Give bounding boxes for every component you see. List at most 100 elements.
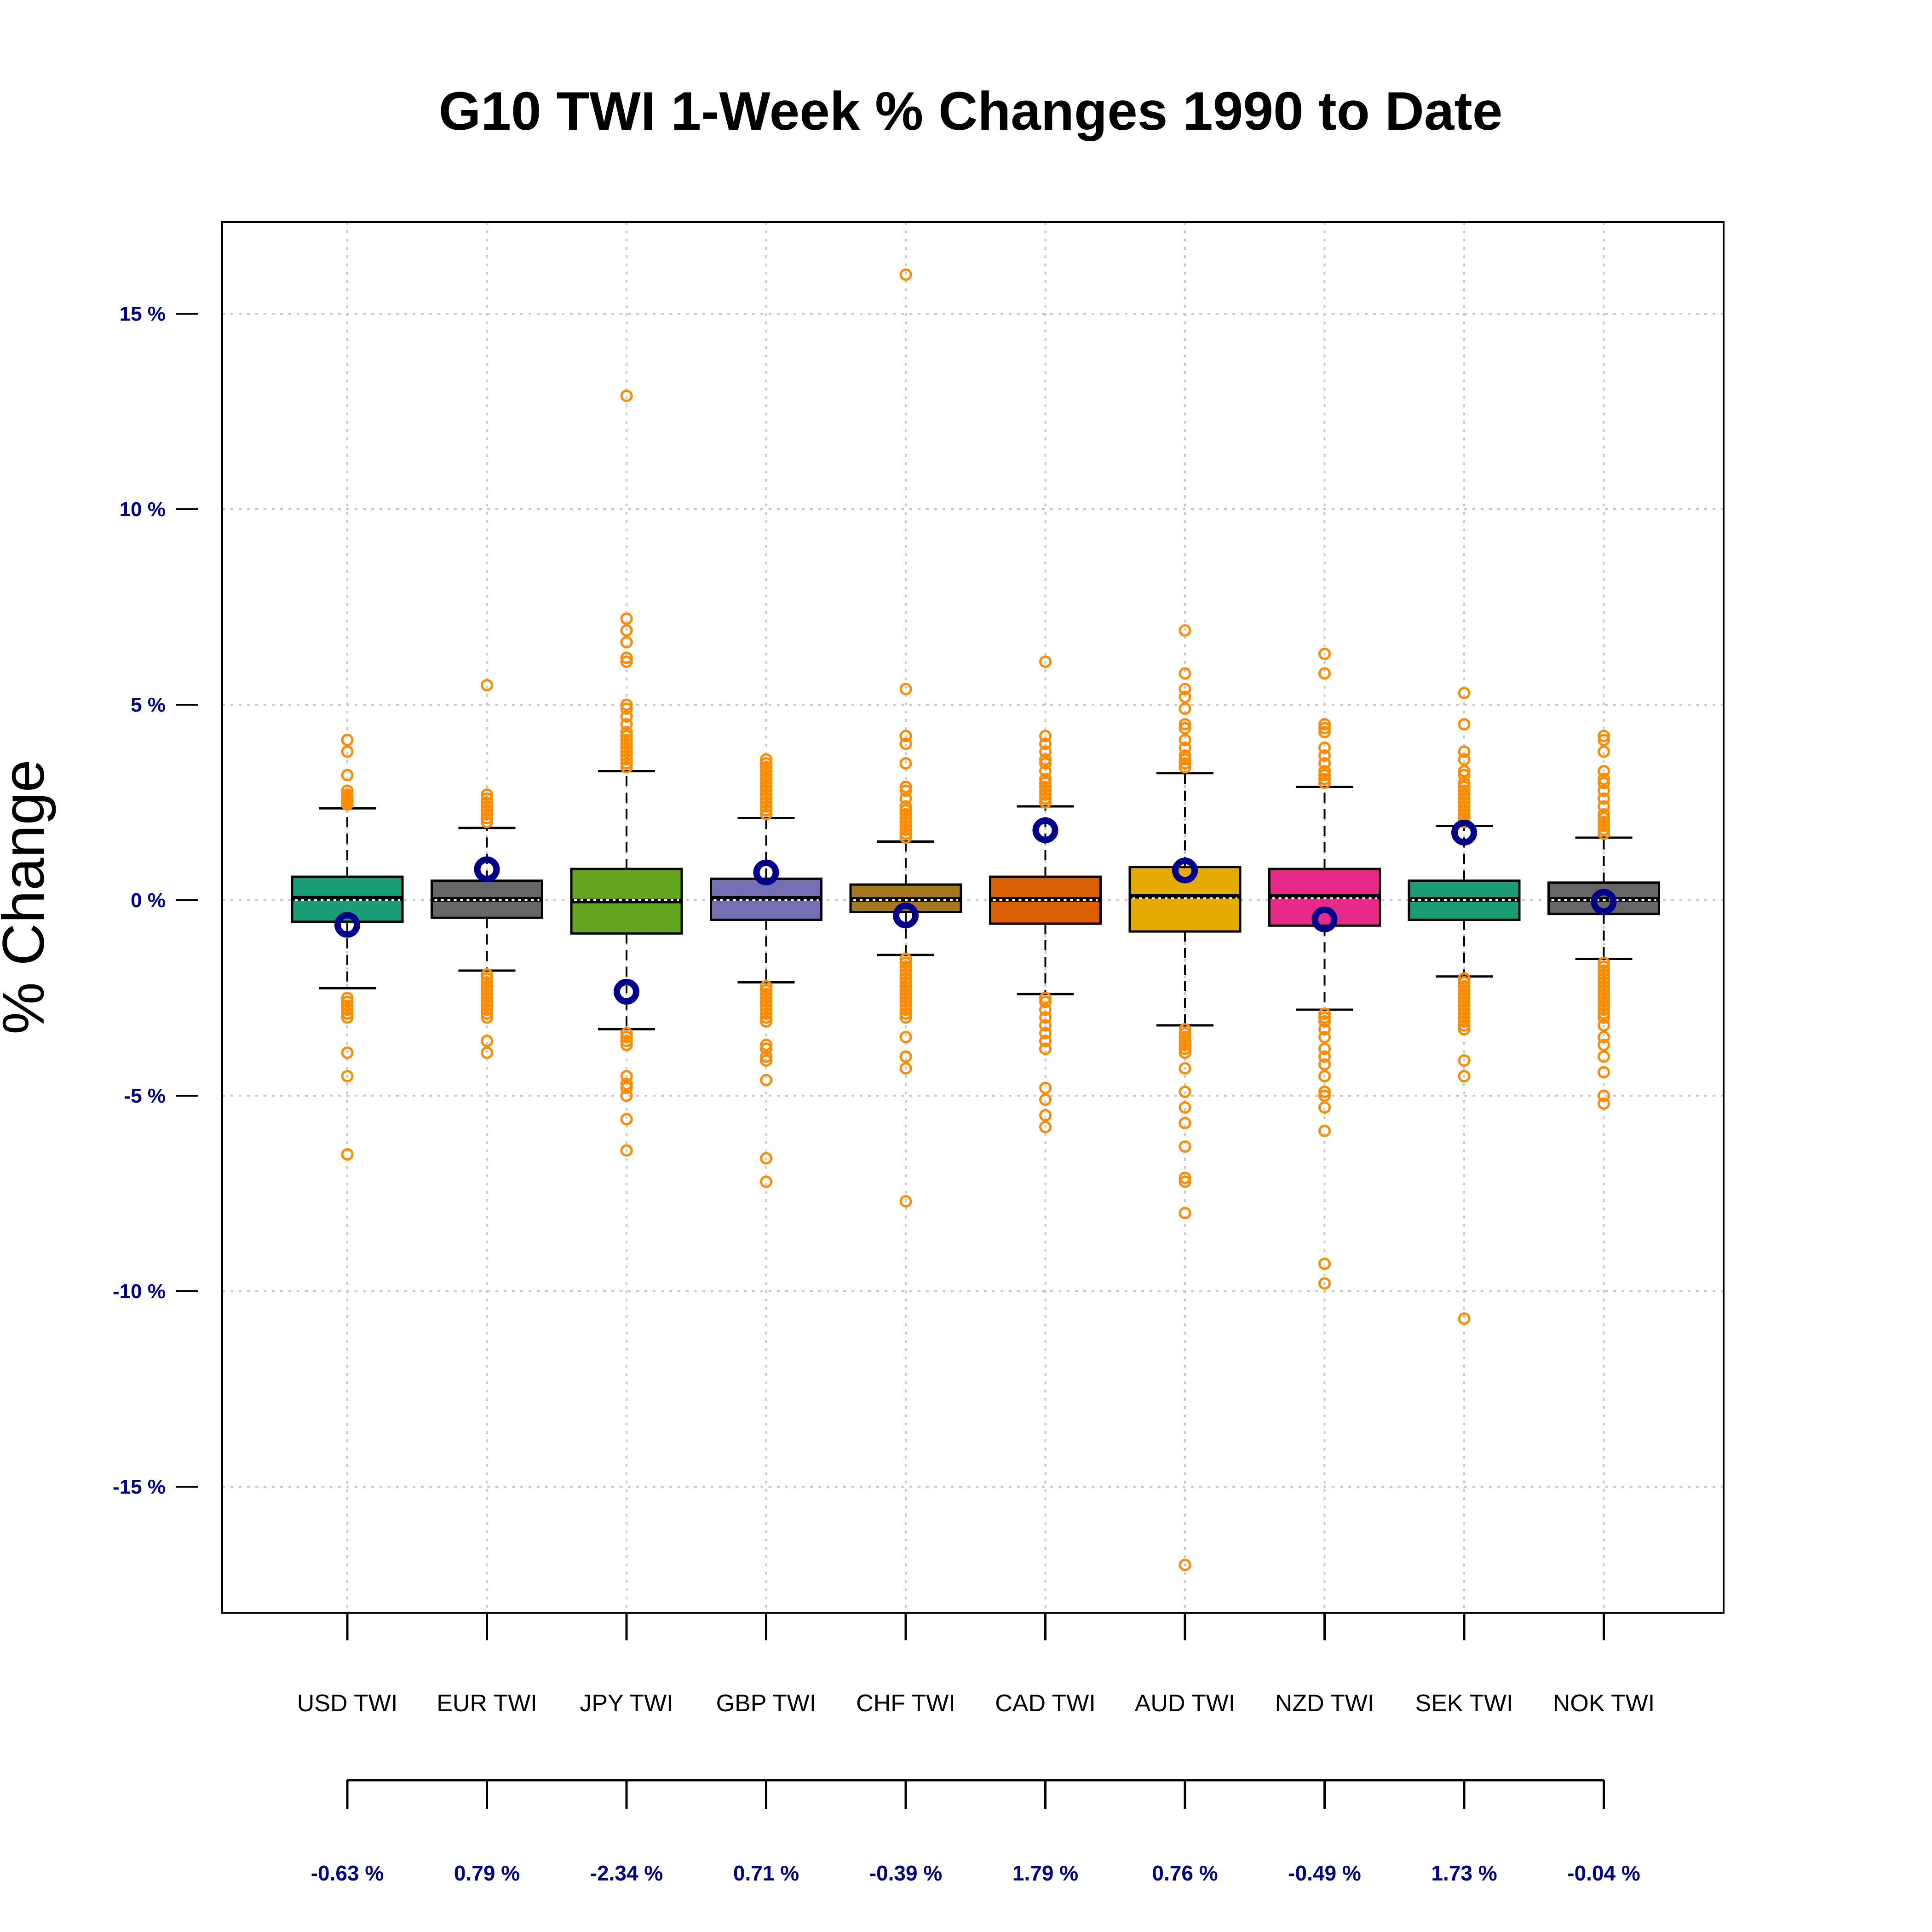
outlier-point [620, 1144, 633, 1157]
y-tick-label: 15 % [120, 303, 166, 325]
outlier-point [481, 788, 493, 801]
outlier-point [1179, 734, 1191, 746]
box-cad-twi [989, 656, 1102, 1133]
outlier-point [1458, 1015, 1471, 1028]
latest-value-marker [893, 903, 919, 929]
outlier-point [1458, 1023, 1471, 1035]
outlier-point [1598, 972, 1610, 985]
outlier-point [1458, 988, 1471, 1000]
outlier-point [1458, 1070, 1471, 1082]
outlier-point [1318, 742, 1331, 754]
outlier-point [760, 792, 772, 805]
outlier-point [760, 753, 772, 766]
outlier-point [1598, 960, 1610, 973]
outlier-point [1458, 788, 1471, 801]
outlier-point [899, 1062, 912, 1075]
outlier-point [899, 737, 912, 750]
outlier-point [1039, 757, 1052, 770]
box-usd-twi [291, 734, 404, 1161]
outlier-point [899, 995, 912, 1008]
outlier-point [1458, 972, 1471, 985]
y-tick-label: 10 % [120, 498, 166, 521]
outlier-point [899, 804, 912, 816]
outlier-point [899, 988, 912, 1000]
outlier-point [1179, 1117, 1191, 1129]
outlier-point [620, 1070, 633, 1082]
outlier-point [1179, 702, 1191, 715]
outlier-point [1039, 765, 1052, 777]
outlier-point [1458, 765, 1471, 777]
outlier-point [620, 737, 633, 750]
outlier-point [1598, 745, 1610, 758]
y-tick-label: -15 % [113, 1476, 166, 1498]
outlier-point [1318, 769, 1331, 782]
outlier-point [1598, 1050, 1610, 1063]
outlier-point [620, 1089, 633, 1102]
box-aud-twi [1128, 624, 1242, 1571]
outlier-point [620, 390, 633, 402]
outlier-point [1179, 1042, 1191, 1055]
latest-value-marker [614, 978, 639, 1005]
outlier-point [620, 656, 633, 668]
outlier-point [620, 651, 633, 664]
outlier-point [1039, 745, 1052, 758]
outlier-point [899, 823, 912, 836]
outlier-point [481, 1011, 493, 1024]
outlier-point [1039, 1081, 1052, 1094]
outlier-point [481, 988, 493, 1000]
outlier-point [899, 828, 912, 840]
outlier-point [481, 984, 493, 996]
outlier-point [899, 956, 912, 969]
outlier-point [760, 804, 772, 816]
outlier-point [1458, 1003, 1471, 1016]
outlier-point [899, 1011, 912, 1024]
outlier-point [1458, 808, 1471, 821]
outlier-point [481, 1003, 493, 1016]
x-tick-label: NZD TWI [1275, 1690, 1374, 1717]
outlier-point [1318, 1015, 1331, 1028]
outlier-point [899, 683, 912, 696]
outlier-point [760, 1015, 772, 1028]
outlier-point [1179, 761, 1191, 774]
y-tick-label: -10 % [113, 1280, 166, 1303]
outlier-point [760, 984, 772, 996]
outlier-point [620, 1113, 633, 1126]
outlier-point [760, 1003, 772, 1016]
box-sek-twi [1408, 687, 1521, 1325]
outlier-point [1318, 773, 1331, 785]
outlier-point [1318, 1258, 1331, 1270]
outlier-point [1179, 749, 1191, 762]
x-tick-label: CHF TWI [856, 1690, 955, 1717]
x-tick-label: GBP TWI [716, 1690, 816, 1717]
outlier-point [341, 1003, 354, 1016]
outlier-point [481, 816, 493, 828]
outlier-point [1598, 988, 1610, 1000]
outlier-point [899, 1031, 912, 1043]
outlier-point [1039, 784, 1052, 797]
outlier-point [1318, 776, 1331, 789]
outlier-point [1458, 1011, 1471, 1024]
outlier-point [1458, 800, 1471, 813]
outlier-point [1179, 753, 1191, 766]
outlier-point [1179, 1039, 1191, 1051]
outlier-point [1598, 976, 1610, 989]
outlier-point [1458, 976, 1471, 989]
outlier-point [899, 812, 912, 824]
box-nok-twi [1547, 730, 1660, 1110]
outlier-point [1318, 1070, 1331, 1082]
outlier-point [1458, 781, 1471, 793]
outlier-point [341, 1000, 354, 1012]
outlier-point [341, 798, 354, 811]
latest-value-marker [1032, 817, 1058, 843]
outlier-point [760, 769, 772, 782]
outlier-point [1039, 788, 1052, 801]
box-chf-twi [849, 268, 962, 1208]
y-tick-label: 0 % [131, 889, 166, 912]
outlier-point [1598, 1039, 1610, 1051]
outlier-point [899, 792, 912, 805]
outlier-point [760, 980, 772, 993]
outlier-point [1318, 1277, 1331, 1290]
outlier-point [341, 769, 354, 782]
outlier-point [899, 984, 912, 996]
x-tick-label: NOK TWI [1553, 1690, 1655, 1717]
